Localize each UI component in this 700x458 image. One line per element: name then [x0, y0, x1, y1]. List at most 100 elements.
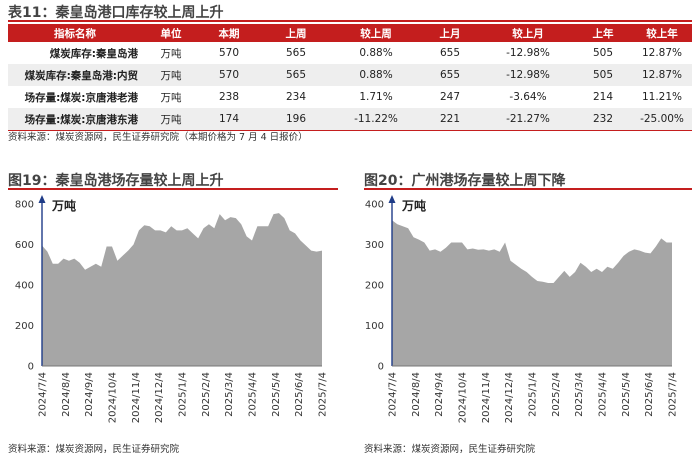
- y-tick-label: 400: [15, 281, 34, 292]
- chart-19-title: 图19：秦皇岛港场存量较上周上升: [8, 173, 224, 189]
- x-tick-label: 2025/7/4: [318, 372, 329, 417]
- table-cell: -11.22%: [334, 108, 418, 131]
- table-cell: 570: [200, 64, 258, 86]
- x-tick-label: 2025/1/4: [178, 372, 189, 417]
- x-tick-label: 2024/11/4: [481, 372, 492, 423]
- header-cell: 上年: [574, 24, 632, 42]
- x-tick-label: 2024/12/4: [154, 372, 165, 423]
- table-cell: 196: [258, 108, 334, 131]
- y-tick-label: 600: [15, 240, 34, 251]
- table-cell: 232: [574, 108, 632, 131]
- table-row: 场存量:煤炭:京唐港老港 万吨 238 234 1.71% 247 -3.64%…: [8, 86, 692, 108]
- table-title: 表11：秦皇岛港口库存较上周上升: [8, 5, 224, 21]
- table-cell: 煤炭库存:秦皇岛港: [49, 47, 138, 60]
- header-cell: 本期: [200, 24, 258, 42]
- y-tick-label: 300: [365, 240, 384, 251]
- table-cell: 174: [200, 108, 258, 131]
- x-tick-label: 2024/7/4: [38, 372, 49, 417]
- unit-label: 万吨: [51, 198, 76, 213]
- header-cell: 单位: [142, 24, 200, 42]
- x-tick-label: 2025/5/4: [621, 372, 632, 417]
- table-cell: 场存量:煤炭:京唐港东港: [8, 108, 142, 131]
- table-cell: 12.87%: [641, 47, 683, 59]
- x-tick-label: 2024/11/4: [131, 372, 142, 423]
- header-cell: 较上周: [334, 24, 418, 42]
- inventory-table: 指标名称 单位 本期 上周 较上周 上月 较上月 上年 较上年 煤炭库存:秦皇岛…: [8, 24, 692, 131]
- x-tick-label: 2025/3/4: [574, 372, 585, 417]
- x-tick-label: 2024/10/4: [108, 372, 119, 423]
- table-title-underline: [8, 20, 692, 22]
- x-tick-label: 2024/9/4: [434, 372, 445, 417]
- table-cell: -25.00%: [632, 108, 692, 131]
- table-cell: 万吨: [142, 64, 200, 86]
- table-cell: 0.88%: [334, 64, 418, 86]
- y-tick-label: 0: [28, 362, 34, 373]
- table-cell: 11.21%: [641, 91, 683, 103]
- chart-19-source-note: 资料来源：煤炭资源网，民生证券研究院: [8, 444, 180, 455]
- x-tick-label: 2025/2/4: [201, 372, 212, 417]
- chart-19-area-chart: 0 200 400 600 800 万吨 2024/7/4 2024/8/4 2024/9/4 2…: [15, 195, 329, 423]
- series-area: [392, 220, 672, 366]
- header-cell: 上月: [418, 24, 482, 42]
- series-area: [42, 213, 322, 366]
- chart-19-title-underline: [8, 188, 338, 190]
- table-row: 煤炭库存:秦皇岛港:内贸 万吨 570 565 0.88% 655 -12.98…: [8, 64, 692, 86]
- x-tick-label: 2024/8/4: [61, 372, 72, 417]
- y-axis-arrow: [388, 195, 396, 203]
- table-cell: 565: [285, 47, 307, 59]
- chart-20-source-note: 资料来源：煤炭资源网，民生证券研究院: [364, 444, 536, 455]
- x-tick-label: 2025/6/4: [294, 372, 305, 417]
- table-cell: 234: [285, 91, 307, 103]
- y-tick-label: 100: [365, 321, 384, 332]
- table-cell: 247: [439, 91, 461, 103]
- table-cell: 505: [592, 47, 614, 59]
- table-cell: 万吨: [142, 108, 200, 131]
- x-tick-label: 2024/10/4: [458, 372, 469, 423]
- x-tick-label: 2025/7/4: [668, 372, 679, 417]
- table-cell: -21.27%: [482, 108, 574, 131]
- table-cell: -12.98%: [482, 64, 574, 86]
- y-tick-label: 400: [365, 200, 384, 211]
- table-cell: 场存量:煤炭:京唐港老港: [24, 91, 138, 104]
- chart-20-title-underline: [364, 188, 692, 190]
- table-cell: -3.64%: [509, 91, 547, 103]
- header-cell: 上周: [258, 24, 334, 42]
- y-tick-label: 200: [15, 321, 34, 332]
- y-tick-label: 200: [365, 281, 384, 292]
- table-cell: 655: [418, 64, 482, 86]
- table-cell: 238: [218, 91, 240, 103]
- unit-label: 万吨: [401, 198, 426, 213]
- x-tick-label: 2024/12/4: [504, 372, 515, 423]
- chart-20-title: 图20：广州港场存量较上周下降: [364, 173, 566, 189]
- x-tick-label: 2025/4/4: [248, 372, 259, 417]
- y-tick-label: 800: [15, 200, 34, 211]
- x-tick-label: 2025/4/4: [598, 372, 609, 417]
- x-tick-label: 2025/2/4: [551, 372, 562, 417]
- table-cell: 12.87%: [632, 64, 692, 86]
- x-tick-label: 2024/9/4: [84, 372, 95, 417]
- table-cell: 570: [218, 47, 240, 59]
- header-cell: 较上月: [482, 24, 574, 42]
- table-header-row: 指标名称 单位 本期 上周 较上周 上月 较上月 上年 较上年: [8, 24, 692, 42]
- table-cell: 0.88%: [359, 47, 393, 59]
- x-tick-label: 2025/6/4: [644, 372, 655, 417]
- table-row: 煤炭库存:秦皇岛港 万吨 570 565 0.88% 655 -12.98% 5…: [8, 42, 692, 64]
- table-cell: 655: [439, 47, 461, 59]
- table-cell: 1.71%: [359, 91, 393, 103]
- table-cell: 565: [258, 64, 334, 86]
- header-cell: 指标名称: [8, 24, 142, 42]
- table-cell: 221: [418, 108, 482, 131]
- x-tick-label: 2025/5/4: [271, 372, 282, 417]
- y-axis-arrow: [38, 195, 46, 203]
- header-cell: 较上年: [632, 24, 692, 42]
- table-cell: 505: [574, 64, 632, 86]
- table-row: 场存量:煤炭:京唐港东港 万吨 174 196 -11.22% 221 -21.…: [8, 108, 692, 131]
- table-cell: 万吨: [160, 91, 182, 104]
- table-cell: 214: [592, 91, 614, 103]
- table-cell: -12.98%: [506, 47, 550, 59]
- x-tick-label: 2024/8/4: [411, 372, 422, 417]
- x-tick-label: 2025/1/4: [528, 372, 539, 417]
- table-source-note: 资料来源：煤炭资源网，民生证券研究院（本期价格为 7 月 4 日报价）: [8, 132, 308, 143]
- chart-20-area-chart: 0 100 200 300 400 万吨 2024/7/4 2024/8/4 2024/9/4 2…: [365, 195, 679, 423]
- table-cell: 万吨: [160, 47, 182, 60]
